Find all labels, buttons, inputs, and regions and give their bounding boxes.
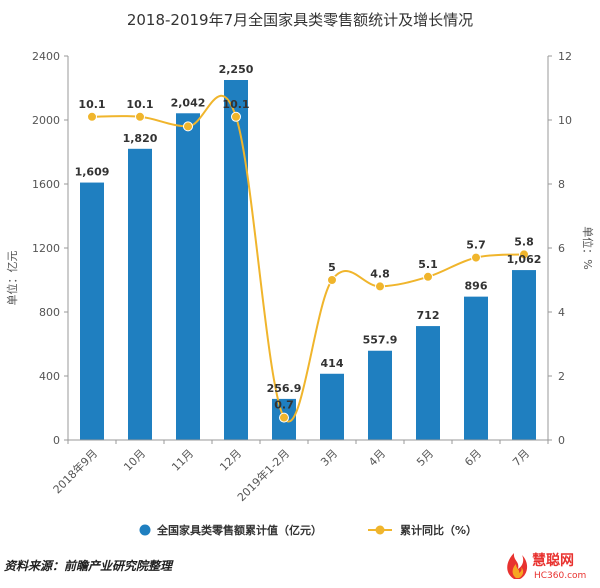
line-point	[423, 271, 433, 282]
y-left-tick-label: 400	[39, 370, 60, 383]
line-point	[471, 252, 481, 263]
bar	[464, 296, 488, 440]
y-left-tick-label: 2400	[32, 50, 60, 63]
bar-value-label: 256.9	[267, 382, 302, 395]
x-tick-label: 11月	[169, 447, 196, 474]
line-value-label: 5.7	[466, 239, 486, 252]
line-value-label: 0.7	[274, 399, 294, 412]
source-note: 资料来源：前瞻产业研究院整理	[4, 559, 173, 573]
x-tick-label: 12月	[217, 447, 244, 474]
legend-bar-label: 全国家具类零售额累计值（亿元）	[156, 523, 322, 537]
line-point	[87, 111, 97, 122]
y-left-tick-label: 0	[53, 434, 60, 447]
legend-bar-marker	[139, 524, 151, 536]
line-value-label: 10.1	[126, 98, 153, 111]
y-right-axis: 0 2 4 6 8 10 12 单位：%	[547, 50, 595, 447]
logo-flame-icon	[507, 553, 528, 579]
y-right-tick-label: 0	[558, 434, 565, 447]
legend-line-marker	[375, 525, 385, 535]
combo-chart: 0 400 800 1200 1600 2000 2400 单位：亿元 0 2 4 6 8 10 12 单位…	[5, 50, 595, 537]
bar	[416, 326, 440, 440]
y-left-tick-label: 1200	[32, 242, 60, 255]
bar	[176, 113, 200, 440]
line-point	[231, 111, 241, 122]
bar	[512, 270, 536, 440]
y-right-tick-label: 6	[558, 242, 565, 255]
bar-value-label: 1,820	[123, 132, 158, 145]
bar	[224, 80, 248, 440]
bar-value-label: 2,250	[219, 63, 254, 76]
legend-line-label: 累计同比（%）	[400, 523, 477, 537]
y-right-tick-label: 2	[558, 370, 565, 383]
bar-value-label: 414	[321, 357, 344, 370]
line-point	[519, 249, 529, 260]
line-point	[375, 281, 385, 292]
hc360-logo: 慧聪网 HC360.com	[507, 552, 586, 581]
bar	[368, 350, 392, 440]
line-value-label: 5.1	[418, 258, 438, 271]
x-tick-label: 7月	[510, 447, 532, 469]
y-left-tick-label: 1600	[32, 178, 60, 191]
line-value-label: 5.8	[514, 235, 534, 248]
data-labels: 1,609 1,820 2,042 2,250 256.9 414 557.9 712 896 1…	[75, 63, 542, 412]
legend: 全国家具类零售额累计值（亿元） 累计同比（%）	[139, 523, 477, 537]
x-tick-label: 3月	[318, 447, 340, 469]
line-point	[279, 412, 289, 423]
y-right-axis-title: 单位：%	[581, 226, 595, 269]
y-right-tick-label: 4	[558, 306, 565, 319]
bar-value-label: 2,042	[171, 96, 206, 109]
x-tick-label: 6月	[462, 447, 484, 469]
x-tick-label: 4月	[366, 447, 388, 469]
line-value-label: 10.1	[222, 98, 249, 111]
bar-series	[80, 80, 536, 441]
bar-value-label: 557.9	[363, 334, 398, 347]
bar-value-label: 712	[417, 309, 440, 322]
line-value-label: 5	[328, 261, 336, 274]
bar	[128, 148, 152, 441]
y-right-tick-label: 8	[558, 178, 565, 191]
x-tick-label: 2018年9月	[50, 446, 100, 496]
line-value-label: 4.8	[370, 267, 390, 280]
bar-value-label: 896	[465, 280, 488, 293]
line-value-label: 10.1	[78, 98, 105, 111]
line-point	[327, 275, 337, 285]
y-right-tick-label: 12	[558, 50, 572, 63]
bar	[320, 373, 344, 440]
y-right-tick-label: 10	[558, 114, 572, 127]
x-tick-label: 10月	[121, 447, 148, 474]
bar-value-label: 1,609	[75, 166, 110, 179]
line-point	[183, 121, 193, 132]
logo-text: 慧聪网	[532, 552, 574, 569]
y-left-tick-label: 800	[39, 306, 60, 319]
y-left-axis: 0 400 800 1200 1600 2000 2400 单位：亿元	[5, 50, 69, 447]
logo-subtext: HC360.com	[534, 571, 586, 581]
x-tick-label: 5月	[414, 447, 436, 469]
bar	[80, 182, 104, 440]
y-left-tick-label: 2000	[32, 114, 60, 127]
line-point	[135, 111, 145, 122]
line-series	[87, 94, 529, 423]
bar-value-label: 1,062	[507, 253, 542, 266]
y-left-axis-title: 单位：亿元	[5, 251, 19, 306]
chart-title: 2018-2019年7月全国家具类零售额统计及增长情况	[126, 11, 474, 29]
